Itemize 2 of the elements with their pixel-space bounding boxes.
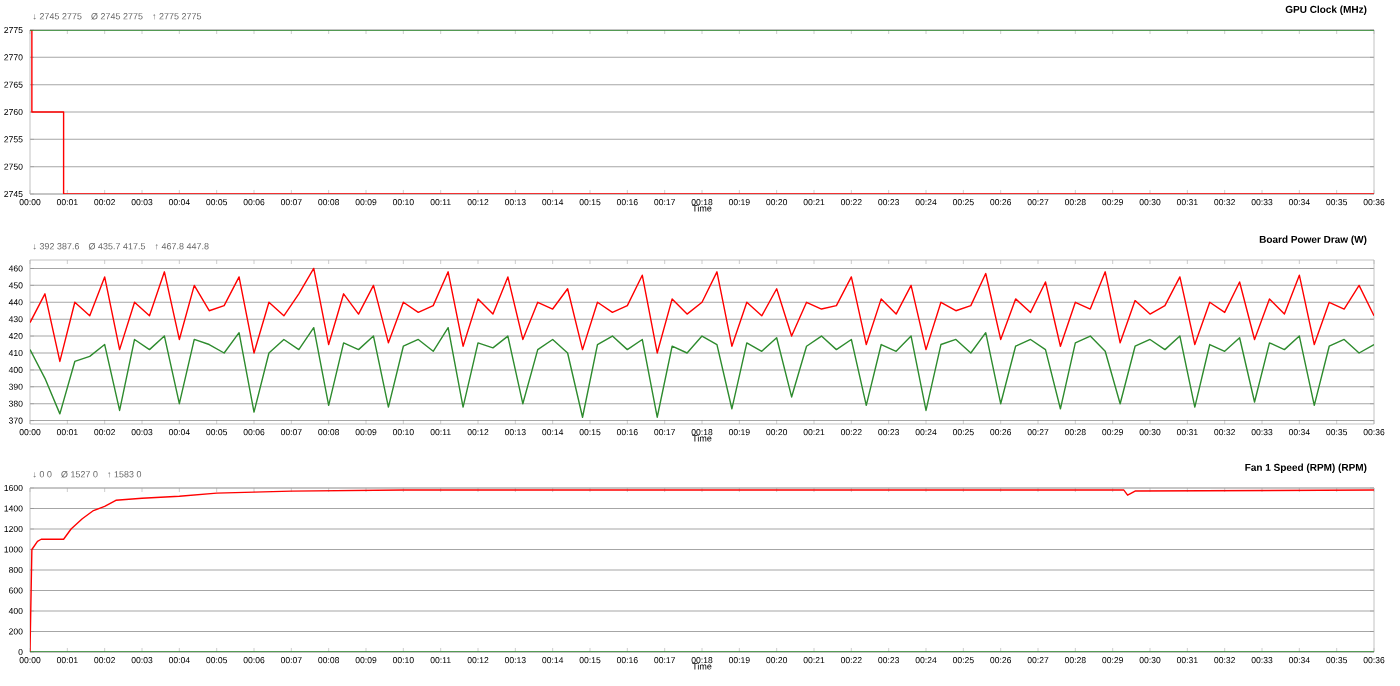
- line-series: [30, 326, 1375, 418]
- line-series: [30, 267, 1375, 363]
